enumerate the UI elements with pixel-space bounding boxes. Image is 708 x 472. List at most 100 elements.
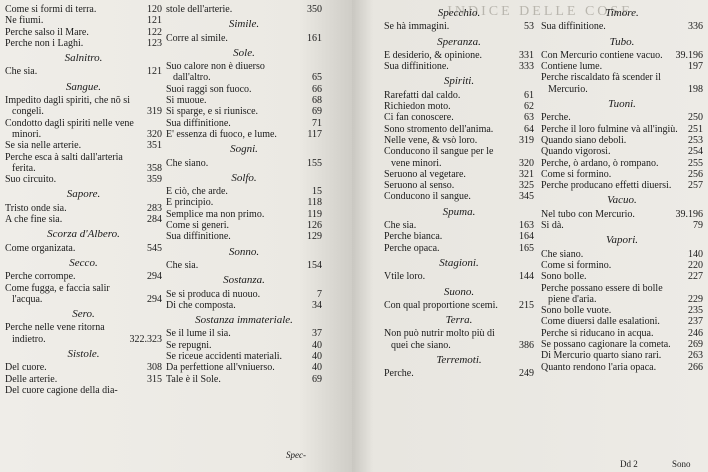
index-entry: Se sia nelle arterie. 351 bbox=[5, 140, 162, 151]
page-number: 129 bbox=[307, 231, 322, 243]
index-entry: Sua diffinitione. 336 bbox=[541, 21, 703, 32]
index-heading: Terra. bbox=[445, 314, 473, 327]
entry-text: Richiedon moto. bbox=[384, 101, 451, 113]
index-column: Come si formi di terra. 120 Ne fiumi. 121 Pe… bbox=[5, 4, 162, 396]
index-entry: Come si formino. 220 bbox=[541, 260, 703, 271]
page-number: 215 bbox=[519, 299, 534, 311]
entry-text: Che sia. bbox=[5, 66, 38, 78]
page-number: 319 bbox=[147, 106, 162, 118]
index-entry: Semplice ma non primo. 119 bbox=[166, 209, 322, 220]
entry-text: Ci fan conoscere. bbox=[384, 112, 454, 124]
entry-text: Se si produca di nuouo. bbox=[166, 288, 261, 300]
index-entry: Ne fiumi. 121 bbox=[5, 15, 162, 26]
page-number: 120 bbox=[147, 4, 162, 15]
entry-text: A che fine sia. bbox=[5, 214, 63, 226]
entry-text: Come si generi. bbox=[166, 220, 230, 232]
entry-text: Se possano cagionare la cometa. bbox=[541, 339, 671, 351]
index-entry: A che fine sia. 284 bbox=[5, 214, 162, 225]
entry-text: Come diuersi dalle esalationi. bbox=[541, 316, 660, 328]
page-number: 122 bbox=[147, 26, 162, 38]
index-entry: Suo calore non è diuerso dall'altro. 65 bbox=[166, 61, 322, 84]
index-heading: Sangue. bbox=[65, 80, 102, 93]
entry-text: Quanto rendono l'aria opaca. bbox=[541, 361, 657, 373]
index-entry: Vtile loro. 144 bbox=[384, 271, 534, 282]
entry-text: Si dà. bbox=[541, 220, 564, 232]
entry-text: Suo calore non è diuerso dall'altro. bbox=[166, 61, 265, 84]
index-entry: Perche il loro fulmine và all'ingiù. 251 bbox=[541, 124, 703, 135]
entry-text: Se sia nelle arterie. bbox=[5, 140, 82, 152]
entry-text: Che siano. bbox=[541, 248, 584, 260]
index-heading: Tuoni. bbox=[608, 98, 636, 111]
index-column: stole dell'arterie. 350 Simile. Corre al si… bbox=[166, 4, 322, 385]
entry-text: Conducono il sangue. bbox=[384, 191, 471, 203]
page-number: 37 bbox=[312, 328, 322, 340]
entry-text: Perche riscaldato fà scender il Mercurio… bbox=[541, 72, 661, 95]
page-number: 315 bbox=[147, 373, 162, 385]
page-number: 284 bbox=[147, 214, 162, 226]
entry-text: Seruono al senso. bbox=[384, 180, 455, 192]
entry-text: Conducono il sangue per le vene minori. bbox=[384, 146, 494, 169]
page-number: 336 bbox=[688, 21, 703, 33]
index-entry: Impedito dagli spiriti, che nõ si congel… bbox=[5, 95, 162, 118]
page-number: 63 bbox=[524, 112, 534, 124]
page-number: 123 bbox=[147, 37, 162, 49]
index-entry: Del cuore. 308 bbox=[5, 362, 162, 373]
page-number: 545 bbox=[147, 242, 162, 254]
index-column: Timore. Sua diffinitione. 336 Tubo. Con Merc… bbox=[541, 4, 703, 373]
entry-text: Rarefatti dal caldo. bbox=[384, 89, 461, 101]
index-entry: Perche si riducano in acqua. 246 bbox=[541, 328, 703, 339]
index-entry: Che sia. 121 bbox=[5, 66, 162, 77]
entry-text: Nel tubo con Mercurio. bbox=[541, 208, 635, 220]
page-number: 161 bbox=[307, 32, 322, 44]
page-number: 118 bbox=[307, 197, 322, 209]
entry-text: Corre al simile. bbox=[166, 32, 228, 44]
page-number: 321 bbox=[519, 168, 534, 180]
page-number: 220 bbox=[688, 259, 703, 271]
page-number: 154 bbox=[307, 259, 322, 271]
index-heading: Spuma. bbox=[442, 205, 476, 218]
index-entry: Rarefatti dal caldo. 61 bbox=[384, 90, 534, 101]
page-number: 251 bbox=[688, 123, 703, 135]
index-heading: Secco. bbox=[69, 256, 98, 269]
page-number: 121 bbox=[147, 15, 162, 27]
page-number: 68 bbox=[312, 95, 322, 107]
page-number: 308 bbox=[147, 362, 162, 374]
index-entry: Sua diffinitione. 129 bbox=[166, 231, 322, 242]
entry-text: Ne fiumi. bbox=[5, 15, 44, 27]
catchword: Sono bbox=[672, 459, 691, 469]
entry-text: Perche, ò ardano, ò rompano. bbox=[541, 157, 659, 169]
entry-text: Di che composta. bbox=[166, 299, 236, 311]
index-entry: E principio. 118 bbox=[166, 197, 322, 208]
index-entry: Che sia. 154 bbox=[166, 260, 322, 271]
index-entry: Del cuore cagione della dia- bbox=[5, 385, 162, 396]
page-number: 255 bbox=[688, 157, 703, 169]
page-number: 121 bbox=[147, 66, 162, 78]
index-heading: Tubo. bbox=[609, 35, 635, 48]
entry-text: Quando siano deboli. bbox=[541, 134, 627, 146]
entry-text: Perche salso il Mare. bbox=[5, 26, 89, 38]
index-entry: Perche, ò ardano, ò rompano. 255 bbox=[541, 158, 703, 169]
entry-text: Sono bolle. bbox=[541, 271, 587, 283]
entry-text: Sua diffinitione. bbox=[166, 231, 231, 243]
page-number: 250 bbox=[688, 112, 703, 124]
index-entry: Suo circuito. 359 bbox=[5, 174, 162, 185]
entry-text: E ciò, che arde. bbox=[166, 186, 228, 198]
entry-text: stole dell'arterie. bbox=[166, 4, 233, 15]
index-heading: Solfo. bbox=[231, 171, 257, 184]
page-number: 62 bbox=[524, 101, 534, 113]
page-number: 39.196 bbox=[675, 49, 704, 61]
page-number: 322.323 bbox=[129, 333, 163, 345]
page-number: 331 bbox=[519, 49, 534, 61]
index-entry: Perche possano essere di bolle piene d'a… bbox=[541, 283, 703, 306]
page-number: 7 bbox=[317, 288, 322, 300]
entry-text: Come si formino. bbox=[541, 168, 612, 180]
running-title: INDICE DELLE COSE bbox=[447, 4, 633, 19]
page-number: 69 bbox=[312, 373, 322, 385]
entry-text: E' essenza di fuoco, e lume. bbox=[166, 128, 277, 140]
index-entry: Sono bolle. 227 bbox=[541, 271, 703, 282]
page-number: 198 bbox=[688, 83, 703, 95]
index-entry: Conducono il sangue per le vene minori. 3… bbox=[384, 146, 534, 169]
signature: Dd 2 bbox=[620, 459, 638, 469]
entry-text: Del cuore cagione della dia- bbox=[5, 384, 118, 396]
page-number: 257 bbox=[688, 180, 703, 192]
